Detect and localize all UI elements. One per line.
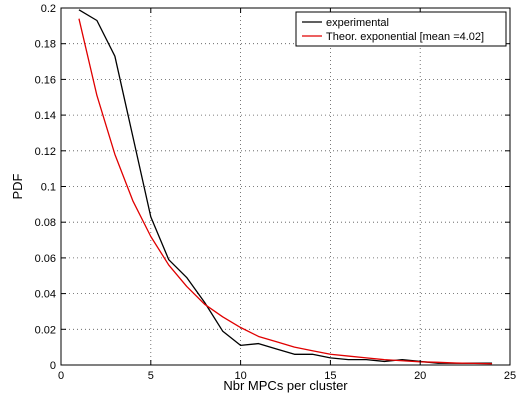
data-point bbox=[275, 348, 277, 350]
data-point bbox=[311, 350, 313, 352]
y-tick-label: 0.14 bbox=[35, 110, 56, 122]
data-point bbox=[203, 303, 205, 305]
y-tick-label: 0.12 bbox=[35, 146, 56, 158]
x-tick-label: 15 bbox=[324, 370, 336, 382]
data-point bbox=[239, 326, 241, 328]
x-tick-label: 20 bbox=[414, 370, 426, 382]
series-line-1 bbox=[78, 18, 493, 365]
data-point bbox=[383, 358, 385, 360]
data-point bbox=[329, 353, 331, 355]
data-point bbox=[257, 335, 259, 337]
data-point bbox=[221, 316, 223, 318]
data-point bbox=[132, 135, 134, 137]
data-point bbox=[114, 55, 116, 57]
data-point bbox=[365, 357, 367, 359]
data-point bbox=[114, 153, 116, 155]
data-point bbox=[96, 19, 98, 21]
data-point bbox=[347, 355, 349, 357]
y-tick-label: 0.02 bbox=[35, 324, 56, 336]
x-tick-label: 25 bbox=[504, 370, 516, 382]
y-tick-label: 0.08 bbox=[35, 217, 56, 229]
y-tick-label: 0 bbox=[50, 360, 56, 372]
y-tick-label: 0.04 bbox=[35, 289, 56, 301]
data-point bbox=[78, 9, 80, 11]
y-axis-label: PDF bbox=[10, 173, 25, 199]
data-point bbox=[401, 360, 403, 362]
data-point bbox=[275, 341, 277, 343]
data-point bbox=[96, 94, 98, 96]
y-tick-label: 0.2 bbox=[41, 3, 56, 15]
y-tick-label: 0.06 bbox=[35, 253, 56, 265]
x-tick-label: 10 bbox=[234, 370, 246, 382]
plot-series bbox=[78, 9, 493, 365]
x-axis-label: Nbr MPCs per cluster bbox=[223, 378, 348, 393]
legend-label: experimental bbox=[326, 17, 389, 29]
data-point bbox=[78, 18, 80, 20]
axis-ticks: 0 5 10 15 20 25 0 0.02 0.04 0.06 0.08 0.1 0.12 0.14 0.… bbox=[35, 3, 517, 382]
data-point bbox=[293, 346, 295, 348]
data-point bbox=[168, 264, 170, 266]
data-point bbox=[455, 362, 457, 364]
legend-box bbox=[295, 11, 507, 47]
data-point bbox=[437, 361, 439, 363]
data-point bbox=[132, 200, 134, 202]
data-point bbox=[293, 353, 295, 355]
data-point bbox=[329, 357, 331, 359]
data-point bbox=[186, 285, 188, 287]
data-point bbox=[150, 235, 152, 237]
data-point bbox=[257, 342, 259, 344]
x-tick-label: 0 bbox=[58, 370, 64, 382]
legend-label: Theor. exponential [mean =4.02] bbox=[326, 31, 484, 43]
data-point bbox=[221, 330, 223, 332]
data-point bbox=[186, 276, 188, 278]
grid bbox=[61, 8, 510, 365]
y-tick-label: 0.1 bbox=[41, 182, 56, 194]
y-tick-label: 0.18 bbox=[35, 39, 56, 51]
data-point bbox=[168, 258, 170, 260]
x-tick-label: 5 bbox=[148, 370, 154, 382]
data-point bbox=[239, 344, 241, 346]
data-point bbox=[473, 362, 475, 364]
legend: experimental Theor. exponential [mean =4.… bbox=[295, 11, 507, 47]
data-point bbox=[311, 353, 313, 355]
y-tick-label: 0.16 bbox=[35, 74, 56, 86]
data-point bbox=[347, 358, 349, 360]
data-point bbox=[150, 216, 152, 218]
